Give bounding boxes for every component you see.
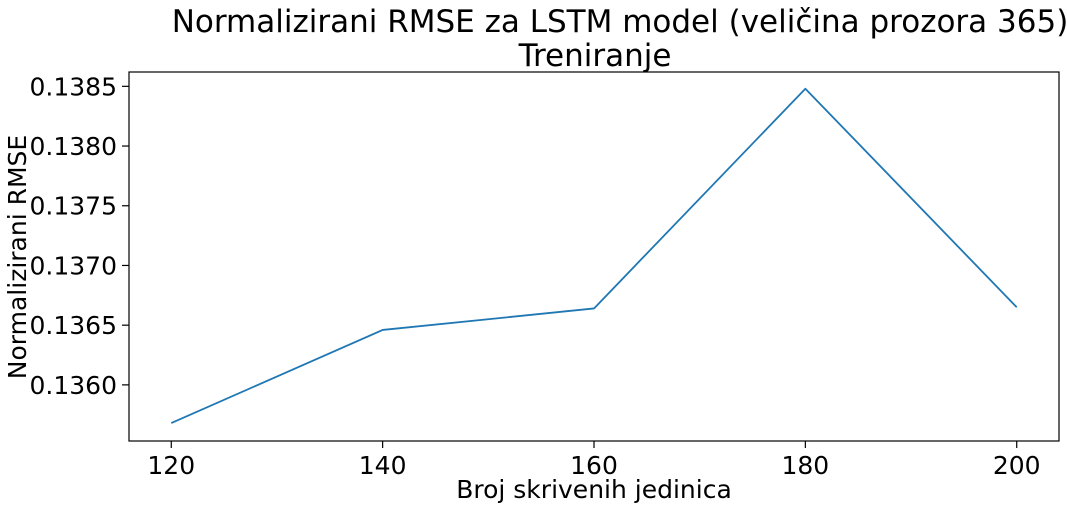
x-tick-label: 120: [147, 451, 195, 480]
y-axis-label: Normalizirani RMSE: [3, 135, 32, 379]
y-tick-label: 0.1360: [30, 371, 117, 400]
series-line: [170, 87, 1018, 424]
plot-frame: [128, 71, 1060, 442]
x-tick-label: 160: [570, 451, 618, 480]
y-tick-label: 0.1375: [30, 192, 117, 221]
chart-subtitle: Treniranje: [518, 38, 672, 74]
x-axis-ticks: 120 140 160 180 200: [147, 441, 1041, 480]
y-tick-label: 0.1365: [30, 311, 117, 340]
x-tick-label: 180: [782, 451, 830, 480]
x-axis-label: Broj skrivenih jedinica: [456, 475, 732, 504]
y-tick-label: 0.1380: [30, 132, 117, 161]
chart-title: Normalizirani RMSE za LSTM model (veliči…: [172, 4, 1067, 40]
plot-area: 120 140 160 180 200 0.1360 0.1365 0.1370 0.1375…: [30, 71, 1060, 480]
y-tick-label: 0.1370: [30, 251, 117, 280]
x-tick-label: 200: [993, 451, 1041, 480]
x-tick-label: 140: [359, 451, 407, 480]
y-tick-label: 0.1385: [30, 72, 117, 101]
y-axis-ticks: 0.1360 0.1365 0.1370 0.1375 0.1380 0.1385: [30, 72, 129, 400]
